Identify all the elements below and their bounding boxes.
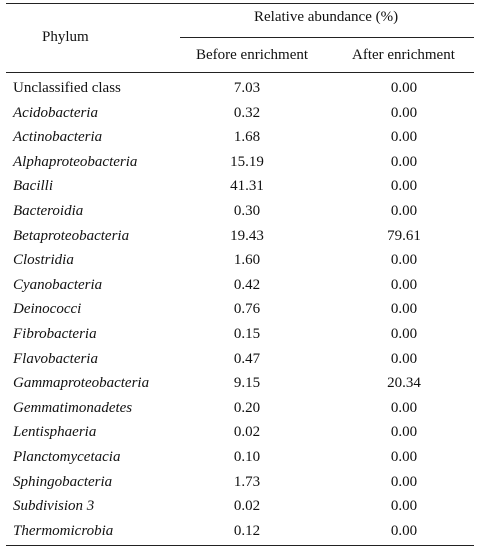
- phylum-name-cell: Sphingobacteria: [13, 473, 113, 490]
- after-enrichment-cell: 79.61: [387, 227, 421, 244]
- after-enrichment-cell: 0.00: [390, 252, 418, 269]
- phylum-name-cell: Bacilli: [13, 178, 53, 195]
- group-header-underline: [180, 37, 474, 38]
- table-bottom-rule: [6, 545, 474, 546]
- table-row: Acidobacteria 0.32 0.00: [0, 101, 480, 126]
- before-enrichment-cell: 15.19: [230, 153, 264, 170]
- after-enrichment-cell: 0.00: [390, 399, 418, 416]
- table-row: Fibrobacteria 0.15 0.00: [0, 322, 480, 347]
- before-enrichment-cell: 9.15: [233, 375, 261, 392]
- before-enrichment-cell: 0.12: [233, 522, 261, 539]
- before-enrichment-cell: 0.47: [233, 350, 261, 367]
- phylum-name-cell: Clostridia: [13, 252, 74, 269]
- table-row: Lentisphaeria 0.02 0.00: [0, 420, 480, 445]
- header-after-enrichment: After enrichment: [352, 47, 455, 63]
- table-row: Bacilli 41.31 0.00: [0, 174, 480, 199]
- before-enrichment-cell: 0.10: [233, 448, 261, 465]
- after-enrichment-cell: 0.00: [390, 350, 418, 367]
- after-enrichment-cell: 0.00: [390, 301, 418, 318]
- phylum-name-cell: Deinococci: [13, 301, 82, 318]
- before-enrichment-cell: 0.32: [233, 104, 261, 121]
- before-enrichment-cell: 1.60: [233, 252, 261, 269]
- table-row: Gemmatimonadetes 0.20 0.00: [0, 396, 480, 421]
- table-row: Unclassified class 7.03 0.00: [0, 76, 480, 101]
- before-enrichment-cell: 7.03: [233, 80, 261, 96]
- before-enrichment-cell: 0.42: [233, 276, 261, 293]
- after-enrichment-cell: 0.00: [390, 276, 418, 293]
- phylum-name-cell: Gemmatimonadetes: [13, 399, 133, 416]
- before-enrichment-cell: 41.31: [230, 178, 264, 195]
- table-row: Alphaproteobacteria 15.19 0.00: [0, 150, 480, 175]
- after-enrichment-cell: 0.00: [390, 325, 418, 342]
- after-enrichment-cell: 20.34: [387, 375, 421, 392]
- table-row: Clostridia 1.60 0.00: [0, 248, 480, 273]
- after-enrichment-cell: 0.00: [390, 473, 418, 490]
- after-enrichment-cell: 0.00: [390, 153, 418, 170]
- table-row: Thermomicrobia 0.12 0.00: [0, 519, 480, 544]
- phylum-name-cell: Alphaproteobacteria: [13, 153, 138, 170]
- phylum-name-cell: Subdivision 3: [13, 498, 95, 515]
- phylum-name-cell: Flavobacteria: [13, 350, 98, 367]
- phylum-name-cell: Lentisphaeria: [13, 424, 97, 441]
- header-before-enrichment: Before enrichment: [196, 47, 309, 63]
- before-enrichment-cell: 0.30: [233, 202, 261, 219]
- table-top-rule: [6, 3, 474, 4]
- phylum-name-cell: Fibrobacteria: [13, 325, 97, 342]
- before-enrichment-cell: 0.02: [233, 424, 261, 441]
- phylum-name-cell: Betaproteobacteria: [13, 227, 130, 244]
- phylum-name-cell: Gammaproteobacteria: [13, 375, 150, 392]
- table-row: Actinobacteria 1.68 0.00: [0, 125, 480, 150]
- table-row: Flavobacteria 0.47 0.00: [0, 347, 480, 372]
- after-enrichment-cell: 0.00: [390, 129, 418, 146]
- before-enrichment-cell: 0.20: [233, 399, 261, 416]
- table-row: Subdivision 3 0.02 0.00: [0, 494, 480, 519]
- phylum-name-cell: Actinobacteria: [13, 129, 103, 146]
- before-enrichment-cell: 0.76: [233, 301, 261, 318]
- phylum-name-cell: Cyanobacteria: [13, 276, 103, 293]
- before-enrichment-cell: 1.73: [233, 473, 261, 490]
- before-enrichment-cell: 19.43: [230, 227, 264, 244]
- table-row: Bacteroidia 0.30 0.00: [0, 199, 480, 224]
- before-enrichment-cell: 1.68: [233, 129, 261, 146]
- phylum-name-cell: Unclassified class: [13, 80, 121, 96]
- table-row: Betaproteobacteria 19.43 79.61: [0, 224, 480, 249]
- header-bottom-rule: [6, 72, 474, 73]
- before-enrichment-cell: 0.15: [233, 325, 261, 342]
- table-row: Deinococci 0.76 0.00: [0, 297, 480, 322]
- after-enrichment-cell: 0.00: [390, 424, 418, 441]
- after-enrichment-cell: 0.00: [390, 498, 418, 515]
- after-enrichment-cell: 0.00: [390, 448, 418, 465]
- phylum-name-cell: Acidobacteria: [13, 104, 98, 121]
- after-enrichment-cell: 0.00: [390, 178, 418, 195]
- header-relative-abundance: Relative abundance (%): [254, 9, 399, 25]
- phylum-name-cell: Thermomicrobia: [13, 522, 114, 539]
- table-row: Cyanobacteria 0.42 0.00: [0, 273, 480, 298]
- phylum-name-cell: Planctomycetacia: [13, 448, 121, 465]
- header-phylum: Phylum: [42, 29, 89, 45]
- table-row: Planctomycetacia 0.10 0.00: [0, 445, 480, 470]
- table-row: Sphingobacteria 1.73 0.00: [0, 470, 480, 495]
- table-body: Unclassified class 7.03 0.00 Acidobacteria 0…: [0, 76, 480, 543]
- after-enrichment-cell: 0.00: [390, 522, 418, 539]
- after-enrichment-cell: 0.00: [390, 202, 418, 219]
- table-row: Gammaproteobacteria 9.15 20.34: [0, 371, 480, 396]
- after-enrichment-cell: 0.00: [390, 80, 418, 96]
- before-enrichment-cell: 0.02: [233, 498, 261, 515]
- after-enrichment-cell: 0.00: [390, 104, 418, 121]
- phylum-name-cell: Bacteroidia: [13, 202, 84, 219]
